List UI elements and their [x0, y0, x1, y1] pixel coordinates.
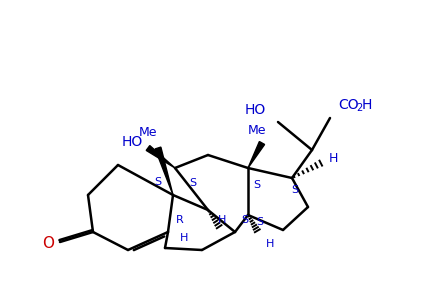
Text: H: H — [218, 215, 226, 225]
Text: Me: Me — [139, 127, 157, 139]
Polygon shape — [248, 142, 264, 168]
Text: S: S — [241, 215, 249, 225]
Text: S: S — [253, 180, 260, 190]
Text: S: S — [155, 177, 162, 187]
Text: HO: HO — [121, 135, 143, 149]
Text: H: H — [362, 98, 373, 112]
Polygon shape — [146, 145, 175, 168]
Text: S: S — [190, 178, 197, 188]
Text: R: R — [176, 215, 184, 225]
Text: S: S — [256, 217, 264, 227]
Text: S: S — [291, 185, 299, 195]
Polygon shape — [155, 147, 173, 195]
Text: 2: 2 — [356, 103, 362, 113]
Text: O: O — [42, 235, 54, 250]
Text: CO: CO — [338, 98, 359, 112]
Text: H: H — [328, 152, 338, 164]
Text: Me: Me — [248, 124, 266, 137]
Text: H: H — [180, 233, 188, 243]
Text: H: H — [266, 239, 274, 249]
Text: HO: HO — [245, 103, 266, 117]
